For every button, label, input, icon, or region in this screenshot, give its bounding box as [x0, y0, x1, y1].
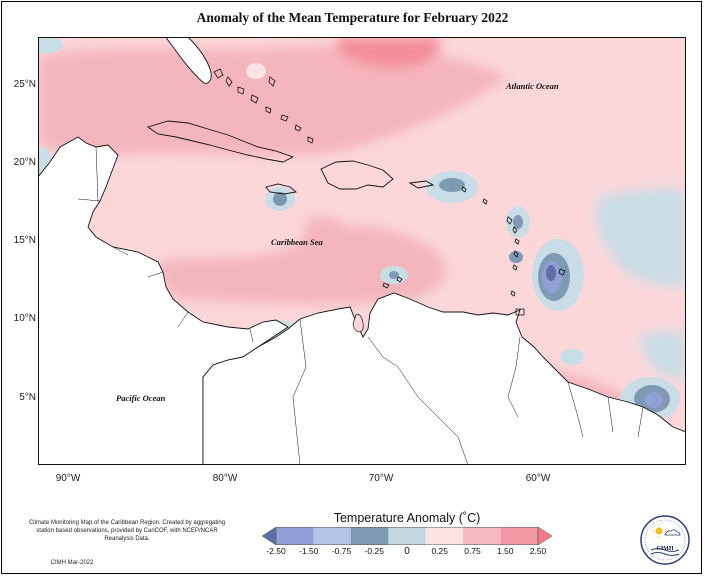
lat-tick-5n: 5°N [19, 392, 36, 403]
island-jamaica [265, 183, 298, 195]
lake-maracaibo [352, 314, 364, 333]
logo-text: CIMH [656, 546, 674, 552]
warm-patch-central [300, 216, 360, 270]
colorbar-tick-label: -0.75 [331, 546, 352, 556]
colorbar-segment [425, 527, 464, 545]
colorbar-tick-label: -1.50 [299, 546, 319, 556]
colorbar-tick-label: -0.25 [364, 546, 384, 556]
lon-tick-90w: 90°W [55, 473, 81, 484]
lat-tick-20n: 20°N [13, 157, 36, 168]
colorbar-tick-label: 0 [404, 546, 410, 557]
island-cuba [146, 120, 295, 163]
colorbar-tick-label: 2.50 [529, 546, 547, 556]
cool-core-abc [389, 271, 399, 279]
map-border [38, 37, 686, 465]
cool-core-barbados [546, 265, 556, 281]
lat-tick-15n: 15°N [13, 235, 36, 246]
islands-bahamas [213, 68, 314, 144]
warm-band-central [157, 226, 446, 305]
cloud-icon [664, 529, 681, 536]
label-caribbean-sea: Caribbean Sea [271, 237, 323, 247]
credits-text: Climate Monitoring Map of the Caribbean … [28, 520, 226, 542]
colorbar-title: Temperature Anomaly (˚C) [333, 511, 481, 525]
islands-lesser-antilles [382, 186, 566, 316]
island-puerto-rico [408, 180, 435, 189]
map-svg [38, 37, 686, 465]
sun-icon [655, 527, 663, 535]
country-borders [77, 146, 644, 465]
island-hispaniola [320, 160, 394, 190]
anomaly-map [38, 37, 686, 465]
colorbar-arrow-low [262, 527, 277, 545]
colorbar-segment [463, 527, 502, 545]
colorbar-tick-label: 1.50 [496, 546, 514, 556]
land-florida [165, 37, 212, 84]
colorbar-segment [500, 527, 539, 545]
cool-patch-atlantic-se [638, 331, 686, 379]
cool-core-leeward [513, 215, 523, 229]
colorbar-segment [350, 527, 389, 545]
colorbar-tick-label: 0.75 [464, 546, 481, 556]
label-pacific-ocean: Pacific Ocean [116, 393, 166, 403]
colorbar-arrow-high [537, 527, 552, 545]
colorbar-outline [275, 527, 539, 545]
lat-tick-10n: 10°N [13, 313, 36, 324]
colorbar-labels: -2.50 -1.50 -0.75 -0.25 0 0.25 0.75 1.50 2.50 [0, 546, 705, 558]
colorbar [262, 527, 552, 545]
warm-band-north [38, 45, 508, 157]
warm-core-north [337, 37, 440, 68]
cool-core-jamaica [273, 192, 287, 206]
colorbar-tick-label: 0.25 [431, 546, 449, 556]
lat-tick-25n: 25°N [13, 79, 36, 90]
map-title: Anomaly of the Mean Temperature for Febr… [196, 10, 509, 25]
wave-icon [650, 548, 680, 552]
cimh-logo [640, 515, 690, 565]
light-spot-bahamas [246, 63, 266, 79]
cool-spot-vincent [509, 251, 523, 263]
colorbar-segment [388, 527, 427, 545]
label-atlantic-ocean: Atlantic Ocean [506, 81, 559, 91]
lon-tick-80w: 80°W [212, 473, 238, 484]
lon-tick-60w: 60°W [525, 473, 551, 484]
credits-date: CIMH Mar-2022 [50, 560, 94, 566]
colorbar-segment [313, 527, 352, 545]
cool-spot-gulf [38, 37, 64, 53]
cool-spot-guyana [560, 349, 584, 365]
colorbar-segment [276, 527, 314, 545]
colorbar-tick-label: -2.50 [266, 546, 286, 556]
cool-core-pr [439, 178, 465, 192]
land-south-america [202, 292, 686, 465]
cool-patch-atlantic-east [596, 188, 686, 287]
lon-tick-70w: 70°W [368, 473, 394, 484]
cool-core-guyane [645, 392, 663, 408]
